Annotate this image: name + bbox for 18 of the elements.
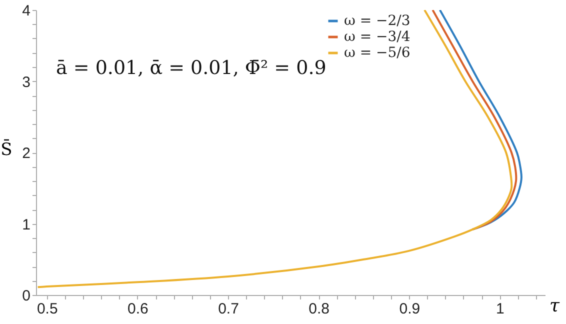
x-tick-label: 0.9 bbox=[399, 300, 420, 318]
y-tick-label: 4 bbox=[22, 2, 30, 20]
legend-label: ω = −5/6 bbox=[344, 45, 410, 61]
x-axis-title: τ bbox=[550, 296, 561, 316]
y-tick-label: 0 bbox=[22, 288, 30, 304]
y-axis-title: S̄ bbox=[0, 138, 12, 160]
legend-label: ω = −3/4 bbox=[344, 29, 410, 45]
x-tick-label: 0.8 bbox=[308, 300, 330, 318]
x-tick-label: 0.6 bbox=[128, 300, 148, 318]
line-series bbox=[36, 10, 513, 288]
y-tick-label: 2 bbox=[22, 145, 30, 162]
annotation: ā = 0.01, ᾱ = 0.01, Φ̄² = 0.9 bbox=[56, 57, 326, 79]
legend-label: ω = −2/3 bbox=[344, 13, 410, 29]
x-tick-label: 0.7 bbox=[218, 300, 239, 318]
y-tick-label: 3 bbox=[22, 74, 30, 91]
x-tick-label: 1 bbox=[496, 300, 504, 318]
x-tick-label: 0.5 bbox=[36, 300, 58, 318]
y-tick-label: 1 bbox=[22, 216, 30, 234]
